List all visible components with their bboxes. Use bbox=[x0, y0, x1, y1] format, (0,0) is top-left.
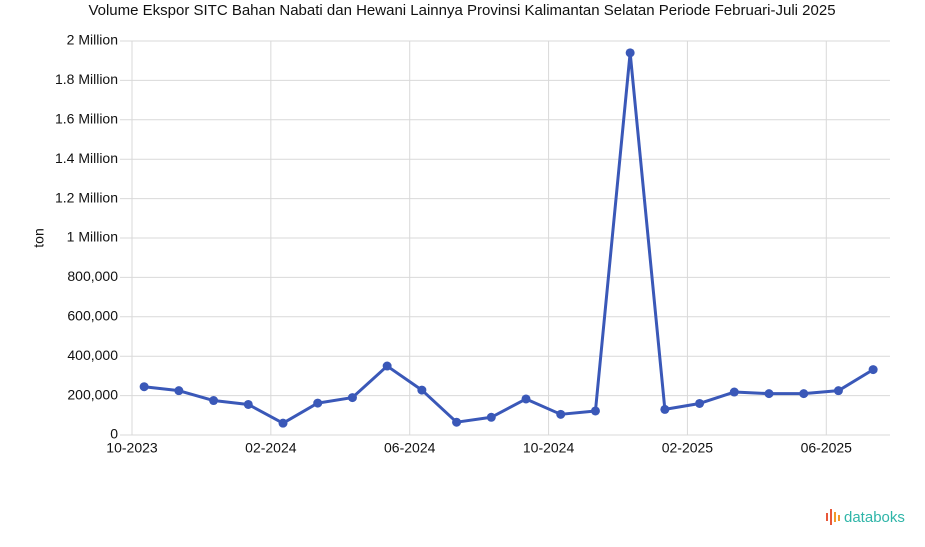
data-point bbox=[868, 365, 878, 375]
data-point bbox=[209, 396, 219, 406]
data-point bbox=[417, 385, 427, 395]
x-tick-label: 06-2025 bbox=[801, 440, 853, 456]
y-tick-label: 1.8 Million bbox=[55, 71, 118, 87]
data-point bbox=[278, 418, 288, 428]
data-point bbox=[799, 389, 809, 399]
data-point bbox=[452, 417, 462, 427]
y-tick-label: 1.2 Million bbox=[55, 189, 118, 205]
brand-name: databoks bbox=[844, 509, 905, 526]
data-point bbox=[590, 406, 600, 416]
series-line bbox=[143, 51, 874, 425]
y-tick-label: 2 Million bbox=[67, 32, 118, 48]
x-tick-label: 02-2025 bbox=[662, 440, 714, 456]
y-tick-label: 800,000 bbox=[67, 268, 118, 284]
data-point bbox=[243, 399, 253, 409]
y-tick-label: 400,000 bbox=[67, 347, 118, 363]
data-point bbox=[382, 361, 392, 371]
chart-title: Volume Ekspor SITC Bahan Nabati dan Hewa… bbox=[88, 2, 835, 19]
brand-logo: databoks bbox=[826, 509, 905, 526]
x-tick-label: 10-2024 bbox=[523, 440, 575, 456]
y-tick-label: 1.4 Million bbox=[55, 150, 118, 166]
y-tick-label: 600,000 bbox=[67, 308, 118, 324]
data-point bbox=[486, 412, 496, 422]
data-point bbox=[313, 398, 323, 408]
y-tick-label: 0 bbox=[110, 426, 118, 442]
data-point bbox=[833, 386, 843, 396]
data-point bbox=[660, 404, 670, 414]
data-point bbox=[521, 394, 531, 404]
x-tick-label: 02-2024 bbox=[245, 440, 297, 456]
data-point bbox=[695, 398, 705, 408]
data-point bbox=[347, 393, 357, 403]
data-point bbox=[556, 409, 566, 419]
y-tick-label: 200,000 bbox=[67, 386, 118, 402]
data-point bbox=[625, 48, 635, 58]
data-point bbox=[174, 386, 184, 396]
y-tick-label: 1 Million bbox=[67, 229, 118, 245]
data-point bbox=[139, 382, 149, 392]
y-axis-label: ton bbox=[31, 228, 47, 247]
x-tick-label: 10-2023 bbox=[106, 440, 158, 456]
data-point bbox=[729, 387, 739, 397]
data-point bbox=[764, 389, 774, 399]
y-tick-label: 1.6 Million bbox=[55, 111, 118, 127]
x-tick-label: 06-2024 bbox=[384, 440, 436, 456]
